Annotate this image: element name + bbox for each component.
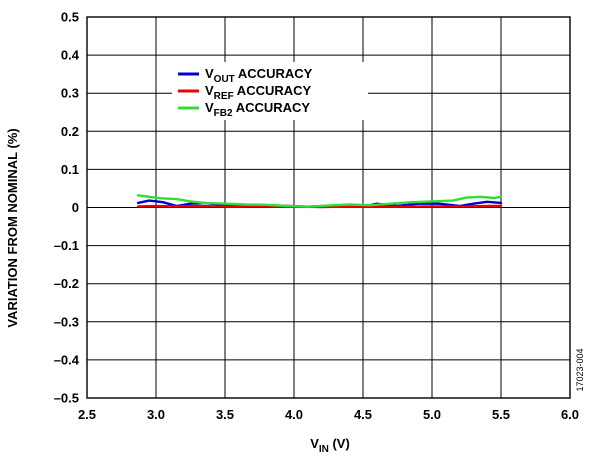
- x-tick-label: 3.5: [216, 407, 234, 422]
- y-tick-label: 0.2: [61, 124, 79, 139]
- legend-label: VOUT ACCURACY: [205, 66, 313, 85]
- x-tick-label: 3.0: [147, 407, 165, 422]
- y-tick-labels: 0.5 0.4 0.3 0.2 0.1 0 –0.1 –0.2 –0.3 –0.4 –0.5: [54, 10, 80, 406]
- x-tick-label: 6.0: [561, 407, 579, 422]
- legend-label: VREF ACCURACY: [205, 83, 312, 102]
- y-tick-label: 0: [72, 200, 79, 215]
- y-tick-label: –0.4: [54, 352, 80, 367]
- y-axis-title: VARIATION FROM NOMINAL (%): [5, 128, 20, 327]
- y-tick-label: –0.5: [54, 391, 79, 406]
- series-line-3: [136, 194, 503, 208]
- x-tick-label: 4.5: [354, 407, 372, 422]
- x-tick-label: 2.5: [78, 407, 96, 422]
- figure-id: 17023-004: [575, 348, 585, 391]
- series-lines: [136, 194, 503, 209]
- y-tick-label: –0.2: [54, 276, 79, 291]
- x-tick-labels: 2.5 3.0 3.5 4.0 4.5 5.0 5.5 6.0: [78, 407, 579, 422]
- x-tick-label: 5.5: [492, 407, 510, 422]
- legend-label: VFB2 ACCURACY: [205, 100, 310, 119]
- x-axis-title-sub: IN: [319, 444, 329, 455]
- x-tick-label: 4.0: [285, 407, 303, 422]
- x-tick-label: 5.0: [423, 407, 441, 422]
- y-tick-label: 0.1: [61, 162, 79, 177]
- y-tick-label: –0.3: [54, 314, 79, 329]
- legend-box: [172, 62, 368, 120]
- x-axis-title-main: V: [310, 436, 319, 451]
- x-axis-title: VIN (V): [310, 436, 350, 455]
- y-tick-label: 0.5: [61, 10, 79, 25]
- y-tick-label: –0.1: [54, 238, 79, 253]
- plot-frame: [86, 16, 571, 399]
- y-tick-label: 0.3: [61, 86, 79, 101]
- x-axis-title-unit: (V): [329, 436, 350, 451]
- y-tick-label: 0.4: [61, 48, 80, 63]
